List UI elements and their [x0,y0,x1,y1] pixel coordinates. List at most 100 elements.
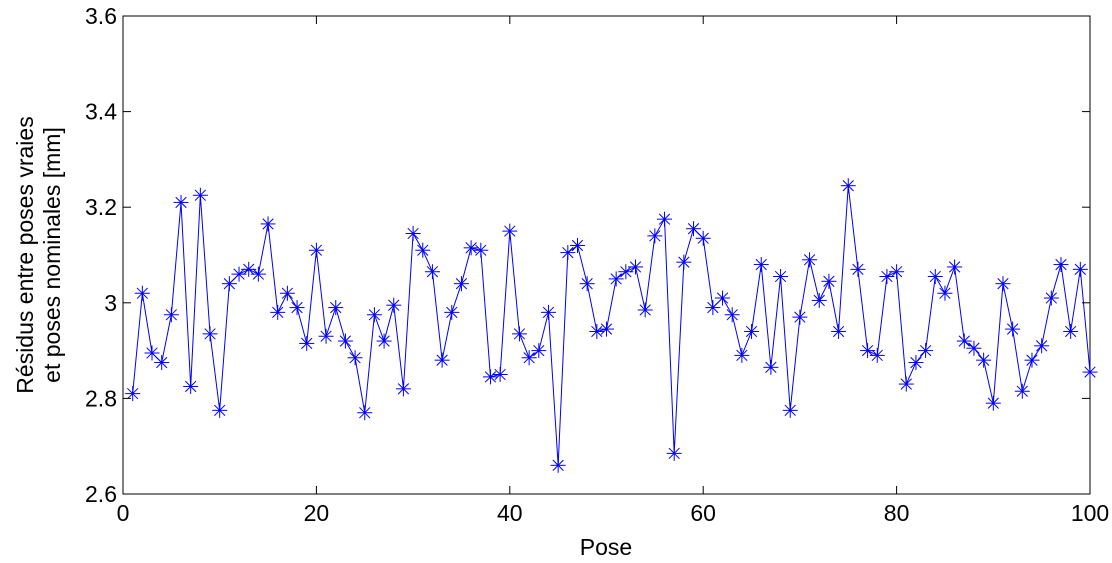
data-point [840,178,856,194]
data-point [308,242,324,258]
data-point [599,321,614,337]
data-point [318,328,334,344]
data-point [241,261,257,277]
data-point [831,323,847,339]
data-point [531,343,547,359]
x-tick-label: 100 [1071,500,1109,526]
data-point [647,228,663,244]
data-point [724,307,740,323]
data-point [869,347,885,363]
y-axis-label-line-2: et poses nominales [mm] [39,127,65,383]
data-point [424,264,440,280]
data-point [521,350,537,366]
x-tick-label: 40 [497,500,523,526]
data-point [183,378,199,394]
data-point [637,302,653,318]
data-point [415,242,431,258]
data-point [686,221,702,237]
data-point [947,259,963,275]
data-point [705,300,721,316]
data-point [1082,364,1098,380]
data-point [1043,290,1059,306]
data-point [260,216,276,232]
data-point [482,369,498,385]
data-point [192,187,208,203]
y-tick-label: 2.6 [85,481,117,507]
data-point [163,307,179,323]
data-point [956,333,972,349]
data-point [560,245,576,261]
data-point [125,386,141,402]
data-point [144,345,160,361]
data-point [657,211,673,227]
data-point [773,269,789,285]
data-point [173,194,189,210]
data-point [821,273,837,289]
data-point [473,242,489,258]
data-point [850,261,866,277]
data-point [995,276,1011,292]
data-point [1014,383,1030,399]
data-point [1005,321,1021,337]
data-point [550,457,566,473]
data-point [753,257,769,273]
data-point [976,352,992,368]
series-layer [125,178,1098,473]
data-point [279,285,295,301]
data-point [395,381,411,397]
data-point [608,271,624,287]
data-point [744,323,760,339]
data-point [134,285,150,301]
data-point [376,333,392,349]
data-point [937,285,953,301]
data-point [889,264,905,280]
data-point [1024,352,1040,368]
x-axis-label: Pose [580,534,632,560]
data-point [676,254,692,270]
data-point [337,333,353,349]
data-point [1063,323,1079,339]
y-tick-label: 3.2 [85,194,117,220]
data-point [782,402,798,418]
data-point [540,304,556,320]
data-point [347,350,363,366]
x-axis-ticks: 0 20 40 60 80 100 [117,16,1109,526]
data-point [299,335,315,351]
data-point [202,326,218,342]
data-point [212,402,228,418]
data-point [328,300,344,316]
data-point [811,292,827,308]
data-point [366,307,382,323]
data-point [444,304,460,320]
data-point [1053,257,1069,273]
data-point [966,340,982,356]
data-point [908,355,924,371]
data-point [357,405,373,421]
data-point [763,359,779,375]
data-point [221,276,237,292]
data-point [405,225,421,241]
y-tick-label: 3.6 [85,3,117,29]
data-point [1072,261,1088,277]
data-point [289,300,305,316]
x-tick-label: 0 [117,500,130,526]
data-point [386,297,402,313]
data-point [715,290,731,306]
data-point [434,352,450,368]
data-point [985,395,1001,411]
y-axis-label: Résidus entre poses vraies et poses nomi… [12,116,65,393]
x-tick-label: 60 [690,500,716,526]
data-point [511,326,527,342]
data-point [792,309,808,325]
data-point [666,445,682,461]
data-point [802,252,818,268]
data-point [463,240,479,256]
data-point [734,347,750,363]
data-point [695,230,711,246]
data-point [927,269,943,285]
y-tick-label: 2.8 [85,385,117,411]
data-point [502,223,518,239]
data-point [918,343,934,359]
data-point [628,259,644,275]
data-point [492,367,508,382]
